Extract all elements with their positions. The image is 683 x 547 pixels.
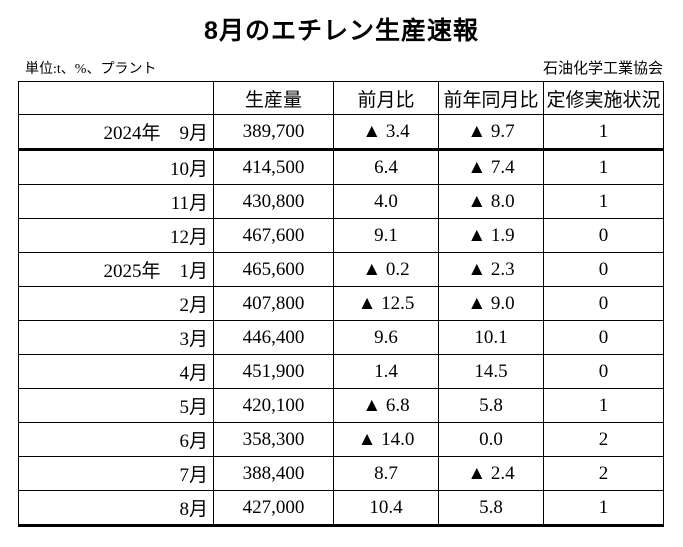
maintenance-cell: 1 — [543, 184, 664, 219]
page-title: 8月のエチレン生産速報 — [204, 17, 479, 45]
period-cell: 2024年 9月 — [18, 114, 214, 151]
maintenance-cell: 1 — [543, 149, 664, 185]
col-header-production: 生産量 — [213, 81, 334, 115]
mom-cell: ▲ 12.5 — [333, 286, 439, 321]
maintenance-cell: 1 — [543, 388, 664, 423]
period-cell: 7月 — [18, 456, 214, 491]
production-cell: 446,400 — [213, 320, 334, 355]
production-cell: 358,300 — [213, 422, 334, 457]
mom-cell: ▲ 6.8 — [333, 388, 439, 423]
header-row: 生産量 前月比 前年同月比 定修実施状況 — [18, 81, 664, 115]
yoy-cell: 14.5 — [438, 354, 544, 389]
maintenance-cell: 0 — [543, 320, 664, 355]
yoy-cell: ▲ 8.0 — [438, 184, 544, 219]
table-row: 2025年 1月 465,600 ▲ 0.2 ▲ 2.3 0 — [18, 252, 664, 287]
yoy-cell: 10.1 — [438, 320, 544, 355]
table-row: 12月 467,600 9.1 ▲ 1.9 0 — [18, 218, 664, 253]
table-row: 2024年 9月 389,700 ▲ 3.4 ▲ 9.7 1 — [18, 114, 664, 151]
production-table: 生産量 前月比 前年同月比 定修実施状況 2024年 9月 389,700 ▲ … — [18, 81, 664, 527]
mom-cell: 8.7 — [333, 456, 439, 491]
maintenance-cell: 1 — [543, 490, 664, 527]
period-cell: 2月 — [18, 286, 214, 321]
organization-note: 石油化学工業協会 — [542, 61, 663, 77]
col-header-maintenance: 定修実施状況 — [543, 81, 664, 115]
notes-row: 単位:t、%、プラント 石油化学工業協会 — [25, 60, 663, 78]
table-row: 2月 407,800 ▲ 12.5 ▲ 9.0 0 — [18, 286, 664, 321]
table-row: 6月 358,300 ▲ 14.0 0.0 2 — [18, 422, 664, 457]
maintenance-cell: 1 — [543, 114, 664, 151]
table-row: 5月 420,100 ▲ 6.8 5.8 1 — [18, 388, 664, 423]
table-row: 8月 427,000 10.4 5.8 1 — [18, 490, 664, 527]
production-cell: 420,100 — [213, 388, 334, 423]
mom-cell: 1.4 — [333, 354, 439, 389]
yoy-cell: ▲ 7.4 — [438, 149, 544, 185]
mom-cell: 10.4 — [333, 490, 439, 527]
table-row: 3月 446,400 9.6 10.1 0 — [18, 320, 664, 355]
production-cell: 407,800 — [213, 286, 334, 321]
production-cell: 451,900 — [213, 354, 334, 389]
col-header-period — [18, 81, 214, 115]
yoy-cell: ▲ 1.9 — [438, 218, 544, 253]
col-header-yoy: 前年同月比 — [438, 81, 544, 115]
unit-note: 単位:t、%、プラント — [25, 62, 157, 77]
maintenance-cell: 2 — [543, 456, 664, 491]
yoy-cell: ▲ 9.7 — [438, 114, 544, 151]
mom-cell: 6.4 — [333, 149, 439, 185]
period-cell: 12月 — [18, 218, 214, 253]
production-cell: 467,600 — [213, 218, 334, 253]
mom-cell: 9.6 — [333, 320, 439, 355]
maintenance-cell: 0 — [543, 252, 664, 287]
period-cell: 3月 — [18, 320, 214, 355]
table-row: 7月 388,400 8.7 ▲ 2.4 2 — [18, 456, 664, 491]
yoy-cell: 0.0 — [438, 422, 544, 457]
yoy-cell: ▲ 2.4 — [438, 456, 544, 491]
mom-cell: ▲ 3.4 — [333, 114, 439, 151]
period-cell: 10月 — [18, 149, 214, 185]
yoy-cell: 5.8 — [438, 388, 544, 423]
period-cell: 6月 — [18, 422, 214, 457]
period-cell: 11月 — [18, 184, 214, 219]
mom-cell: ▲ 0.2 — [333, 252, 439, 287]
yoy-cell: 5.8 — [438, 490, 544, 527]
col-header-mom: 前月比 — [333, 81, 439, 115]
maintenance-cell: 0 — [543, 218, 664, 253]
table-row: 11月 430,800 4.0 ▲ 8.0 1 — [18, 184, 664, 219]
production-cell: 465,600 — [213, 252, 334, 287]
maintenance-cell: 0 — [543, 286, 664, 321]
mom-cell: 4.0 — [333, 184, 439, 219]
period-cell: 8月 — [18, 490, 214, 527]
period-cell: 5月 — [18, 388, 214, 423]
production-cell: 414,500 — [213, 149, 334, 185]
table-row: 10月 414,500 6.4 ▲ 7.4 1 — [18, 149, 664, 185]
mom-cell: ▲ 14.0 — [333, 422, 439, 457]
maintenance-cell: 2 — [543, 422, 664, 457]
yoy-cell: ▲ 2.3 — [438, 252, 544, 287]
yoy-cell: ▲ 9.0 — [438, 286, 544, 321]
maintenance-cell: 0 — [543, 354, 664, 389]
mom-cell: 9.1 — [333, 218, 439, 253]
production-cell: 427,000 — [213, 490, 334, 527]
table-row: 4月 451,900 1.4 14.5 0 — [18, 354, 664, 389]
production-cell: 389,700 — [213, 114, 334, 151]
production-cell: 388,400 — [213, 456, 334, 491]
period-cell: 4月 — [18, 354, 214, 389]
period-cell: 2025年 1月 — [18, 252, 214, 287]
production-cell: 430,800 — [213, 184, 334, 219]
